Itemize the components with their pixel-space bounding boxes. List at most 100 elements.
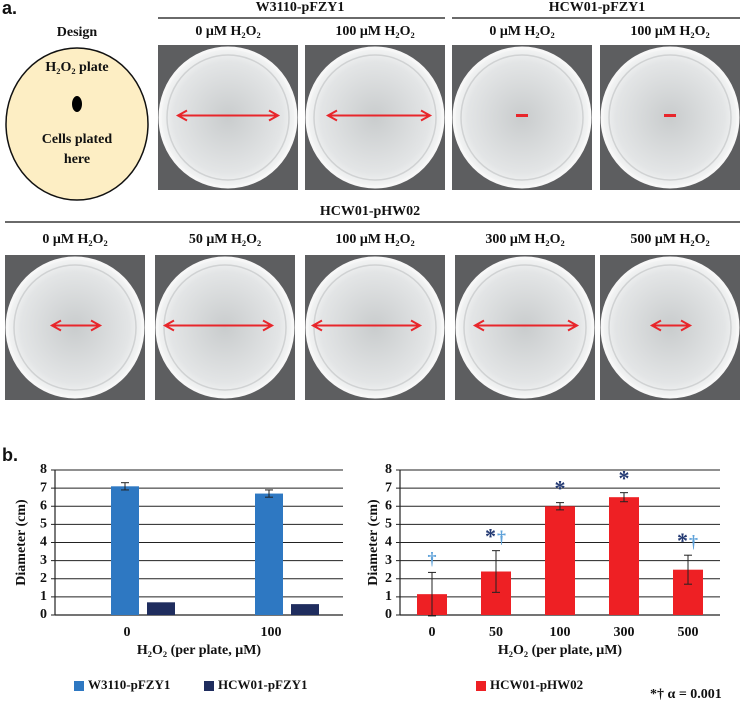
significance-marker: * [485, 524, 496, 549]
cell-spot [72, 96, 82, 112]
y-axis-label: Diameter (cm) [14, 499, 29, 586]
arrow-head [325, 109, 338, 122]
condition-label: 100 μM H₂O₂ [630, 24, 709, 39]
y-tick-label: 7 [40, 480, 47, 495]
petri-dish [600, 256, 740, 399]
petri-dish [305, 256, 445, 399]
arrow-head [310, 319, 323, 332]
bar [255, 493, 283, 615]
arrow-head [680, 319, 693, 332]
condition-label: 100 μM H₂O₂ [335, 24, 414, 39]
legend-label: HCW01-pFZY1 [218, 677, 308, 692]
y-tick-label: 2 [385, 571, 392, 586]
y-tick-label: 1 [40, 589, 47, 604]
condition-label: 300 μM H₂O₂ [485, 232, 564, 247]
bar [545, 506, 575, 615]
y-tick-label: 0 [40, 607, 47, 622]
y-tick-label: 5 [385, 517, 392, 532]
y-tick-label: 8 [40, 462, 47, 477]
x-tick-label: 500 [678, 625, 699, 640]
design-plate [5, 47, 149, 201]
x-tick-label: 0 [124, 625, 131, 640]
arrow-head [49, 319, 62, 332]
group-title: W3110-pFZY1 [256, 0, 345, 15]
x-tick-label: 50 [489, 625, 503, 640]
x-tick-label: 100 [261, 625, 282, 640]
legend-label: W3110-pFZY1 [88, 677, 170, 692]
arrow-head [262, 319, 275, 332]
arrow-head [472, 319, 485, 332]
petri-rim [460, 54, 584, 181]
arrow-head [268, 109, 281, 122]
y-tick-label: 3 [40, 553, 47, 568]
condition-label: 0 μM H₂O₂ [489, 24, 554, 39]
x-axis-label: H₂O₂ (per plate, μM) [137, 643, 261, 658]
significance-marker: † [689, 531, 698, 551]
arrow-head [90, 319, 103, 332]
group-title: HCW01-pFZY1 [549, 0, 645, 15]
petri-rim [163, 264, 287, 391]
legend-swatch [74, 681, 84, 691]
y-tick-label: 7 [385, 480, 392, 495]
bar [111, 486, 139, 615]
group-title: HCW01-pHW02 [320, 204, 420, 219]
condition-label: 500 μM H₂O₂ [630, 232, 709, 247]
design-title: Design [57, 25, 98, 40]
petri-dish [455, 256, 595, 399]
significance-marker: * [677, 528, 688, 553]
y-tick-label: 6 [385, 498, 392, 513]
petri-rim [13, 264, 137, 391]
petri-dish [452, 46, 592, 189]
legend-swatch [204, 681, 214, 691]
arrow-head [567, 319, 580, 332]
legend-swatch [476, 681, 486, 691]
petri-rim [313, 54, 437, 181]
significance-marker: † [428, 549, 437, 569]
cells-label: here [64, 152, 90, 167]
cells-label: Cells plated [42, 132, 113, 147]
x-axis-label: H₂O₂ (per plate, μM) [498, 643, 622, 658]
arrow-head [162, 319, 175, 332]
footnote: *† α = 0.001 [650, 687, 722, 702]
petri-rim [463, 264, 587, 391]
petri-rim [608, 54, 732, 181]
petri-dish [5, 256, 145, 399]
significance-marker: † [497, 527, 506, 547]
arrow-head [175, 109, 188, 122]
arrow-head [649, 319, 662, 332]
bar [609, 497, 639, 615]
petri-rim [166, 54, 290, 181]
arrow-head [420, 109, 433, 122]
y-tick-label: 8 [385, 462, 392, 477]
plate-label: H₂O₂ plate [45, 60, 108, 75]
arrow-head [410, 319, 423, 332]
petri-rim [313, 264, 437, 391]
condition-label: 0 μM H₂O₂ [42, 232, 107, 247]
y-tick-label: 4 [40, 535, 47, 550]
y-tick-label: 2 [40, 571, 47, 586]
petri-dish [305, 46, 445, 189]
petri-dish [155, 256, 295, 399]
condition-label: 100 μM H₂O₂ [335, 232, 414, 247]
condition-label: 50 μM H₂O₂ [189, 232, 261, 247]
bar [147, 602, 175, 615]
panel-label: b. [2, 445, 18, 465]
y-tick-label: 5 [40, 517, 47, 532]
y-axis-label: Diameter (cm) [366, 499, 381, 586]
petri-rim [608, 264, 732, 391]
petri-dish [158, 46, 298, 189]
condition-label: 0 μM H₂O₂ [195, 24, 260, 39]
legend-label: HCW01-pHW02 [490, 677, 583, 692]
y-tick-label: 3 [385, 553, 392, 568]
x-tick-label: 100 [550, 625, 571, 640]
y-tick-label: 4 [385, 535, 392, 550]
significance-marker: * [619, 466, 630, 491]
y-tick-label: 0 [385, 607, 392, 622]
y-tick-label: 1 [385, 589, 392, 604]
panel-label: a. [2, 0, 17, 18]
significance-marker: * [555, 476, 566, 501]
petri-dish [600, 46, 740, 189]
x-tick-label: 300 [614, 625, 635, 640]
